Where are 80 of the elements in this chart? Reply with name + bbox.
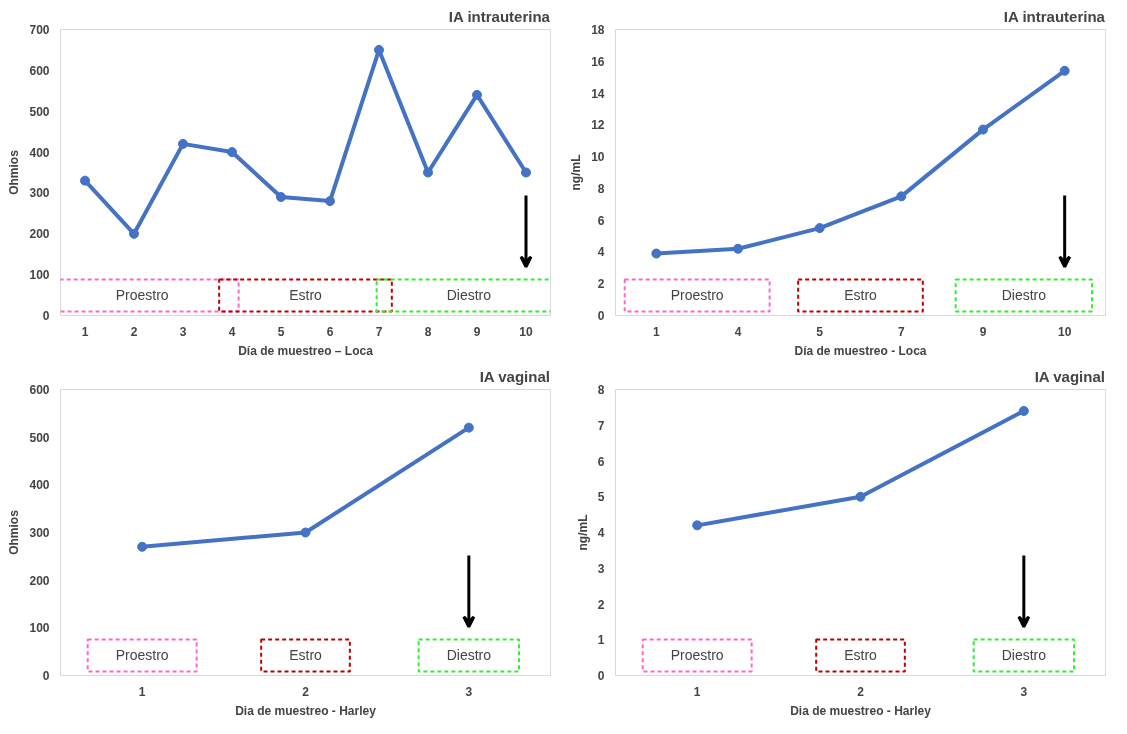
y-tick-label: 600	[29, 63, 50, 78]
y-axis-title: ng/mL	[569, 154, 584, 191]
y-tick-label: 2	[597, 597, 605, 612]
y-tick-label: 10	[591, 150, 605, 165]
x-tick-label: 6	[326, 324, 334, 339]
x-tick-label: 2	[130, 324, 138, 339]
y-tick-label: 0	[597, 309, 605, 323]
annotation: Proestro	[115, 647, 169, 664]
y-tick-label: 3	[597, 561, 605, 576]
y-tick-label: 7	[597, 418, 605, 433]
x-tick-label: 7	[375, 324, 383, 339]
y-tick-label: 0	[42, 309, 50, 323]
y-tick-label: 0	[42, 669, 50, 683]
y-axis-title: Ohmios	[7, 509, 22, 555]
annotation: Diestro	[1001, 287, 1047, 304]
chart-title: IA intrauterina	[1003, 7, 1106, 25]
x-tick-label: 1	[81, 324, 89, 339]
x-tick-label: 4	[734, 324, 742, 339]
y-tick-label: 14	[591, 86, 605, 101]
annotation: Diestro	[446, 647, 492, 664]
annotation: Diestro	[446, 287, 492, 304]
annotation: Proestro	[115, 287, 169, 304]
annotation: Proestro	[670, 287, 724, 304]
x-tick-label: 1	[653, 324, 660, 339]
y-axis-title: ng/mL	[575, 514, 590, 551]
y-tick-label: 300	[29, 186, 50, 201]
y-tick-label: 200	[29, 573, 50, 588]
chart-title: IA vaginal	[1034, 367, 1105, 385]
y-tick-label: 200	[29, 227, 50, 242]
y-tick-label: 500	[29, 104, 50, 119]
x-tick-label: 5	[816, 324, 824, 339]
y-tick-label: 4	[597, 526, 605, 540]
x-tick-label: 4	[228, 324, 236, 339]
x-axis-title: Día de muestreo - Loca	[794, 343, 927, 358]
x-axis-title: Dia de muestreo - Harley	[790, 703, 932, 718]
y-tick-label: 700	[29, 23, 50, 37]
annotation: Estro	[844, 287, 878, 304]
y-tick-label: 2	[597, 277, 605, 292]
x-tick-label: 9	[473, 324, 481, 339]
y-tick-label: 8	[597, 181, 605, 196]
y-tick-label: 8	[597, 383, 605, 397]
y-tick-label: 100	[29, 621, 50, 636]
x-tick-label: 10	[519, 324, 533, 339]
x-tick-label: 3	[179, 324, 187, 339]
x-tick-label: 1	[138, 684, 146, 699]
y-tick-label: 600	[29, 383, 50, 397]
y-tick-label: 12	[591, 118, 605, 133]
x-tick-label: 2	[302, 684, 310, 699]
annotation: Estro	[289, 647, 323, 664]
y-tick-label: 300	[29, 526, 50, 540]
x-tick-label: 3	[1020, 684, 1028, 699]
chart-title: IA intrauterina	[448, 7, 551, 25]
x-tick-label: 5	[277, 324, 285, 339]
y-tick-label: 6	[597, 454, 605, 469]
y-axis-title: Ohmios	[7, 149, 22, 195]
x-tick-label: 7	[898, 324, 905, 339]
x-tick-label: 9	[979, 324, 987, 339]
y-tick-label: 1	[597, 633, 605, 648]
y-tick-label: 500	[29, 430, 50, 445]
x-tick-label: 10	[1057, 324, 1072, 339]
x-tick-label: 8	[424, 324, 432, 339]
chart-title: IA vaginal	[479, 367, 550, 385]
x-tick-label: 2	[857, 684, 865, 699]
y-tick-label: 18	[591, 23, 605, 37]
y-tick-label: 5	[597, 490, 605, 505]
y-tick-label: 16	[591, 54, 605, 69]
y-tick-label: 6	[597, 213, 605, 228]
x-tick-label: 1	[693, 684, 701, 699]
y-tick-label: 4	[597, 245, 605, 260]
y-tick-label: 400	[29, 145, 50, 160]
x-axis-title: Dia de muestreo - Harley	[235, 703, 377, 718]
annotation: Proestro	[670, 647, 724, 664]
annotation: Diestro	[1001, 647, 1047, 664]
annotation: Estro	[844, 647, 878, 664]
annotation: Estro	[289, 287, 323, 304]
y-tick-label: 0	[597, 669, 605, 683]
x-tick-label: 3	[465, 684, 473, 699]
y-tick-label: 100	[29, 268, 50, 283]
y-tick-label: 400	[29, 478, 50, 493]
x-axis-title: Día de muestreo – Loca	[238, 343, 374, 358]
